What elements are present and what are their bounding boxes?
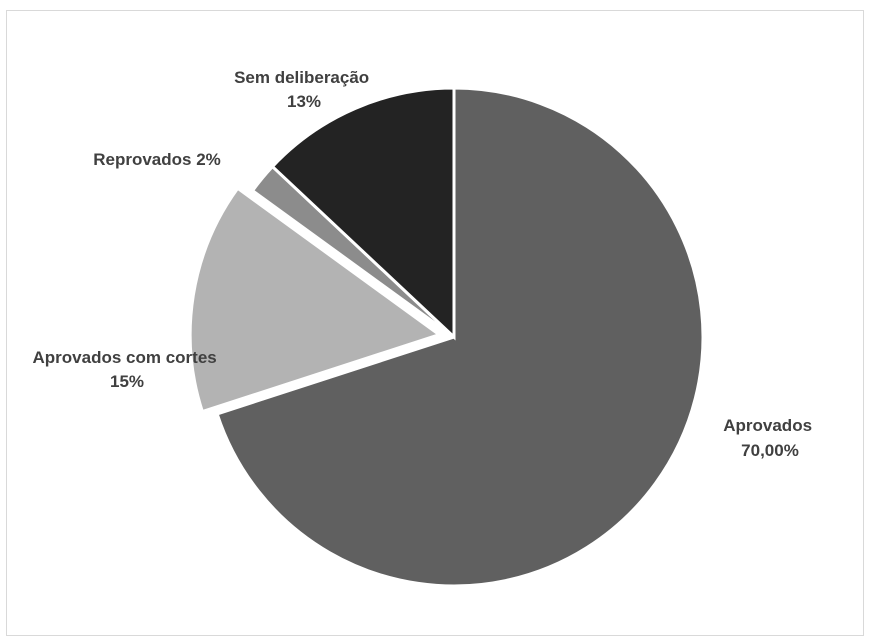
chart-area: Sem deliberação 13% Reprovados 2% Aprova…	[6, 10, 864, 636]
label-aprovados-value: 70,00%	[741, 441, 799, 460]
label-aprovados-name: Aprovados	[723, 416, 812, 435]
label-reprovados-name: Reprovados	[93, 150, 191, 169]
pie-slice-aprovados	[215, 86, 705, 588]
label-aprovados-com-cortes-name: Aprovados com cortes	[33, 348, 217, 367]
slices-layer	[188, 86, 705, 588]
pie-slice-aprovados-com-cortes	[188, 186, 443, 414]
label-reprovados-value: 2%	[196, 150, 221, 169]
label-sem-deliberacao-name: Sem deliberação	[234, 68, 369, 87]
pie-slice-sem-deliberacao	[270, 86, 456, 341]
label-sem-deliberacao: Sem deliberação 13%	[234, 68, 374, 111]
label-aprovados: Aprovados 70,00%	[723, 416, 817, 460]
label-aprovados-com-cortes-value: 15%	[110, 372, 144, 391]
label-sem-deliberacao-value: 13%	[287, 92, 321, 111]
pie-chart: Sem deliberação 13% Reprovados 2% Aprova…	[33, 68, 817, 588]
label-reprovados: Reprovados 2%	[93, 150, 221, 169]
labels-layer: Sem deliberação 13% Reprovados 2% Aprova…	[33, 68, 817, 460]
label-aprovados-com-cortes: Aprovados com cortes 15%	[33, 348, 222, 391]
